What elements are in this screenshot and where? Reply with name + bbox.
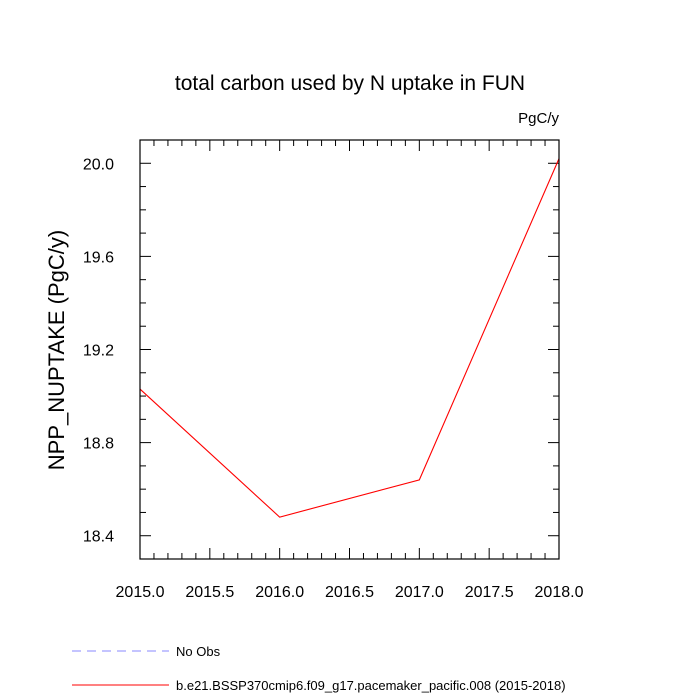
series-layer (139, 158, 560, 518)
y-tick-label: 19.6 (83, 249, 114, 266)
y-tick-label: 18.4 (83, 529, 114, 546)
plot-frame (139, 139, 560, 560)
y-axis-label: NPP_NUPTAKE (PgC/y) (44, 230, 69, 470)
legend-label-1: b.e21.BSSP370cmip6.f09_g17.pacemaker_pac… (176, 678, 566, 693)
y-tick-label: 20.0 (83, 156, 114, 173)
x-tick-label: 2015.0 (116, 584, 165, 601)
legend-label-0: No Obs (176, 644, 221, 659)
y-tick-label: 18.8 (83, 436, 114, 453)
y-tick-label: 19.2 (83, 343, 114, 360)
x-tick-label: 2017.0 (395, 584, 444, 601)
x-tick-label: 2016.0 (255, 584, 304, 601)
units-label: PgC/y (518, 110, 559, 127)
series-line-0 (139, 158, 560, 518)
x-tick-label: 2016.5 (325, 584, 374, 601)
x-tick-label: 2017.5 (465, 584, 514, 601)
legend: No Obs b.e21.BSSP370cmip6.f09_g17.pacemak… (72, 644, 566, 693)
x-tick-label: 2018.0 (535, 584, 584, 601)
chart-title: total carbon used by N uptake in FUN (175, 72, 525, 95)
x-tick-label: 2015.5 (185, 584, 234, 601)
axis-ticks: 2015.0 2015.5 2016.0 2016.5 2017.0 2017.5 2018… (83, 139, 584, 601)
